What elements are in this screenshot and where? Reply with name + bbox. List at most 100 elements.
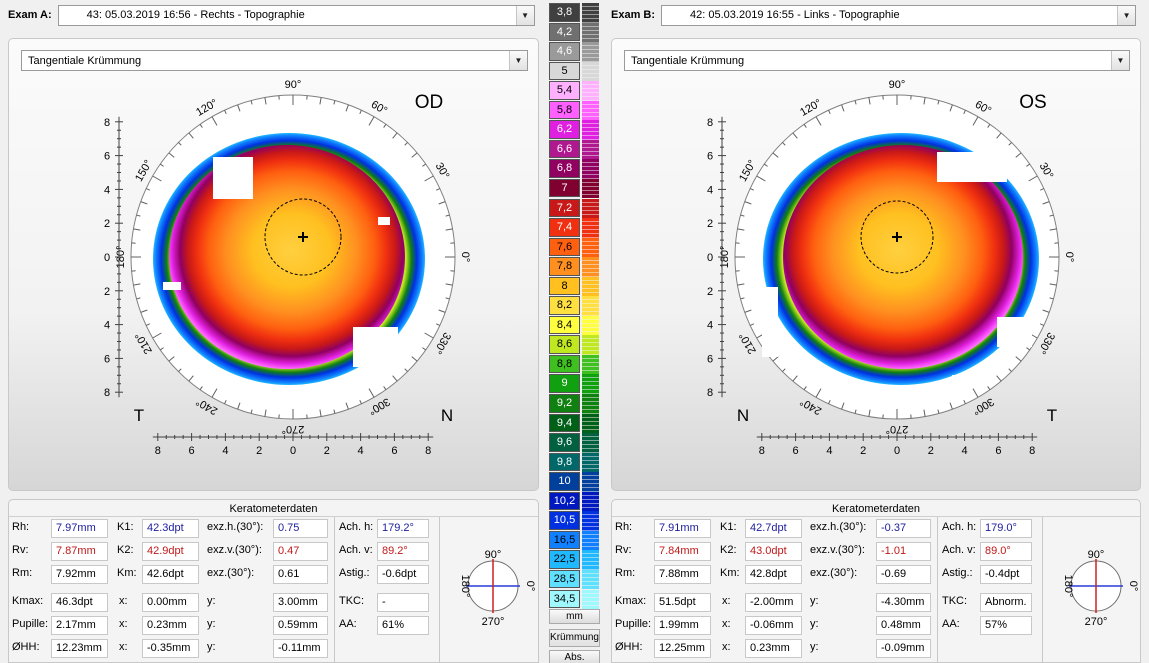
exam-a-value: 43: 05.03.2019 16:56 - Rechts - Topograp… <box>86 9 305 21</box>
scale-label: 34,5 <box>549 589 580 608</box>
exz-value: -0.69 <box>876 565 931 584</box>
chevron-down-icon[interactable]: ▼ <box>1111 51 1129 70</box>
exam-a-label: Exam A: <box>8 9 52 21</box>
scale-label: 7,4 <box>549 218 580 237</box>
km-value: 42.6dpt <box>142 565 199 584</box>
scale-label: 7,8 <box>549 257 580 276</box>
scale-label: 6,2 <box>549 120 580 139</box>
aa-value: 57% <box>980 616 1032 635</box>
rm-label: Rm: <box>615 567 636 579</box>
topography-map-os[interactable]: 90°60°30°0°330°300°270°240°210°180°150°1… <box>612 39 1142 492</box>
y-tick-label: 8 <box>707 117 713 129</box>
scale-swatch <box>582 296 599 316</box>
scale-step: 8,4 <box>549 315 600 336</box>
kmax-y-value: -4.30mm <box>876 593 931 612</box>
kmax-y-value: 3.00mm <box>273 593 328 612</box>
y-tick-label: 8 <box>104 387 110 399</box>
chevron-down-icon[interactable]: ▼ <box>1117 5 1136 25</box>
x-tick-label: 6 <box>793 445 799 457</box>
y-tick-label: 4 <box>707 184 713 196</box>
abs-button[interactable]: Abs. <box>549 650 600 663</box>
x-tick-label: 0 <box>894 445 900 457</box>
scale-swatch <box>582 22 599 43</box>
axis-right-label: 0° <box>524 581 536 592</box>
pupil-outline <box>860 200 934 274</box>
scale-label: 7 <box>549 178 580 198</box>
scale-step: 8,8 <box>549 354 600 375</box>
scale-label: 9 <box>549 374 580 393</box>
exz-label: exz.(30°): <box>207 567 255 579</box>
scale-swatch <box>582 569 599 590</box>
kruemmung-button[interactable]: Krümmung <box>549 629 600 647</box>
chevron-down-icon[interactable]: ▼ <box>509 51 527 70</box>
keratometer-title: Keratometerdaten <box>831 503 921 515</box>
scale-label: 5,8 <box>549 100 580 120</box>
corner-label-right: T <box>1047 406 1057 425</box>
angle-label: 0° <box>1063 252 1075 263</box>
scale-label: 9,4 <box>549 413 580 433</box>
y-tick-label: 2 <box>104 286 110 298</box>
map-panel-od: Tangentiale Krümmung ▼ 90° 60° 30° 0° 330° 30… <box>8 38 539 491</box>
corner-label-left: T <box>134 406 144 425</box>
y-label: y: <box>810 618 819 630</box>
scale-step: 6,8 <box>549 159 600 179</box>
rh-value: 7.91mm <box>654 519 711 538</box>
km-value: 42.8dpt <box>745 565 802 584</box>
x-tick-label: 8 <box>759 445 765 457</box>
km-label: Km: <box>720 567 740 579</box>
hh-value: 12.23mm <box>51 639 108 658</box>
map-type-select-od[interactable]: Tangentiale Krümmung ▼ <box>21 50 528 71</box>
y-tick-label: 8 <box>707 387 713 399</box>
x-tick-label: 8 <box>425 445 431 457</box>
x-label: x: <box>722 618 731 630</box>
scale-label: 7,6 <box>549 237 580 257</box>
angle-label: 60° <box>369 99 389 118</box>
angle-label: 270° <box>886 423 909 435</box>
scale-label: 6,6 <box>549 139 580 159</box>
y-tick-label: 6 <box>707 353 713 365</box>
tkc-label: TKC: <box>942 595 968 607</box>
y-tick-label: 2 <box>707 218 713 230</box>
topography-map-od[interactable]: 90°60°30°0°330°300°270°240°210°180°150°1… <box>9 39 540 492</box>
axis-right-label: 0° <box>1127 581 1139 592</box>
map-type-select-os[interactable]: Tangentiale Krümmung ▼ <box>624 50 1130 71</box>
center-crosshair-icon <box>298 232 308 242</box>
scale-step: 4,6 <box>549 42 600 62</box>
scale-step: 8,6 <box>549 335 600 355</box>
x-tick-label: 8 <box>155 445 161 457</box>
x-tick-label: 8 <box>1029 445 1035 457</box>
scale-step: 5 <box>549 61 600 82</box>
k1-value: 42.3dpt <box>142 519 199 538</box>
kmax-value: 51.5dpt <box>654 593 711 612</box>
scale-swatch <box>582 120 599 140</box>
scale-swatch <box>582 100 599 121</box>
exam-b-select[interactable]: 42: 05.03.2019 16:55 - Links - Topograph… <box>661 4 1137 26</box>
scale-label: 10,5 <box>549 511 580 530</box>
pupille-label: Pupille: <box>12 618 49 630</box>
scale-label: 8,6 <box>549 335 580 354</box>
exz-h-label: exz.h.(30°): <box>810 521 867 533</box>
y-label: y: <box>207 595 216 607</box>
angle-label: 90° <box>889 79 906 91</box>
chevron-down-icon[interactable]: ▼ <box>515 5 534 25</box>
angle-label: 30° <box>1037 161 1056 181</box>
scale-step: 5,8 <box>549 100 600 121</box>
exam-a-select[interactable]: 43: 05.03.2019 16:56 - Rechts - Topograp… <box>57 4 535 26</box>
scale-swatch <box>582 433 599 453</box>
keratometer-panel-od: Keratometerdaten Rh: 7.97mm Rv: 7.87mm Rm: 7.9… <box>8 499 539 663</box>
k1-value: 42.7dpt <box>745 519 802 538</box>
scale-step: 9,6 <box>549 433 600 453</box>
angle-label: 0° <box>459 252 471 263</box>
exz-h-label: exz.h.(30°): <box>207 521 264 533</box>
y-tick-label: 4 <box>104 184 110 196</box>
pupille-x-value: -0.06mm <box>745 616 802 635</box>
axis-bottom-label: 270° <box>1085 616 1108 628</box>
keratometer-panel-os: Keratometerdaten Rh: 7.91mm Rv: 7.84mm Rm: 7.8… <box>611 499 1141 663</box>
tkc-label: TKC: <box>339 595 365 607</box>
pupille-value: 1.99mm <box>654 616 711 635</box>
astig-value: -0.6dpt <box>377 565 429 584</box>
scale-label: 7,2 <box>549 198 580 217</box>
scale-step: 9,2 <box>549 394 600 414</box>
unit-mm-button[interactable]: mm <box>549 609 600 624</box>
exam-b-value: 42: 05.03.2019 16:55 - Links - Topograph… <box>690 9 900 21</box>
